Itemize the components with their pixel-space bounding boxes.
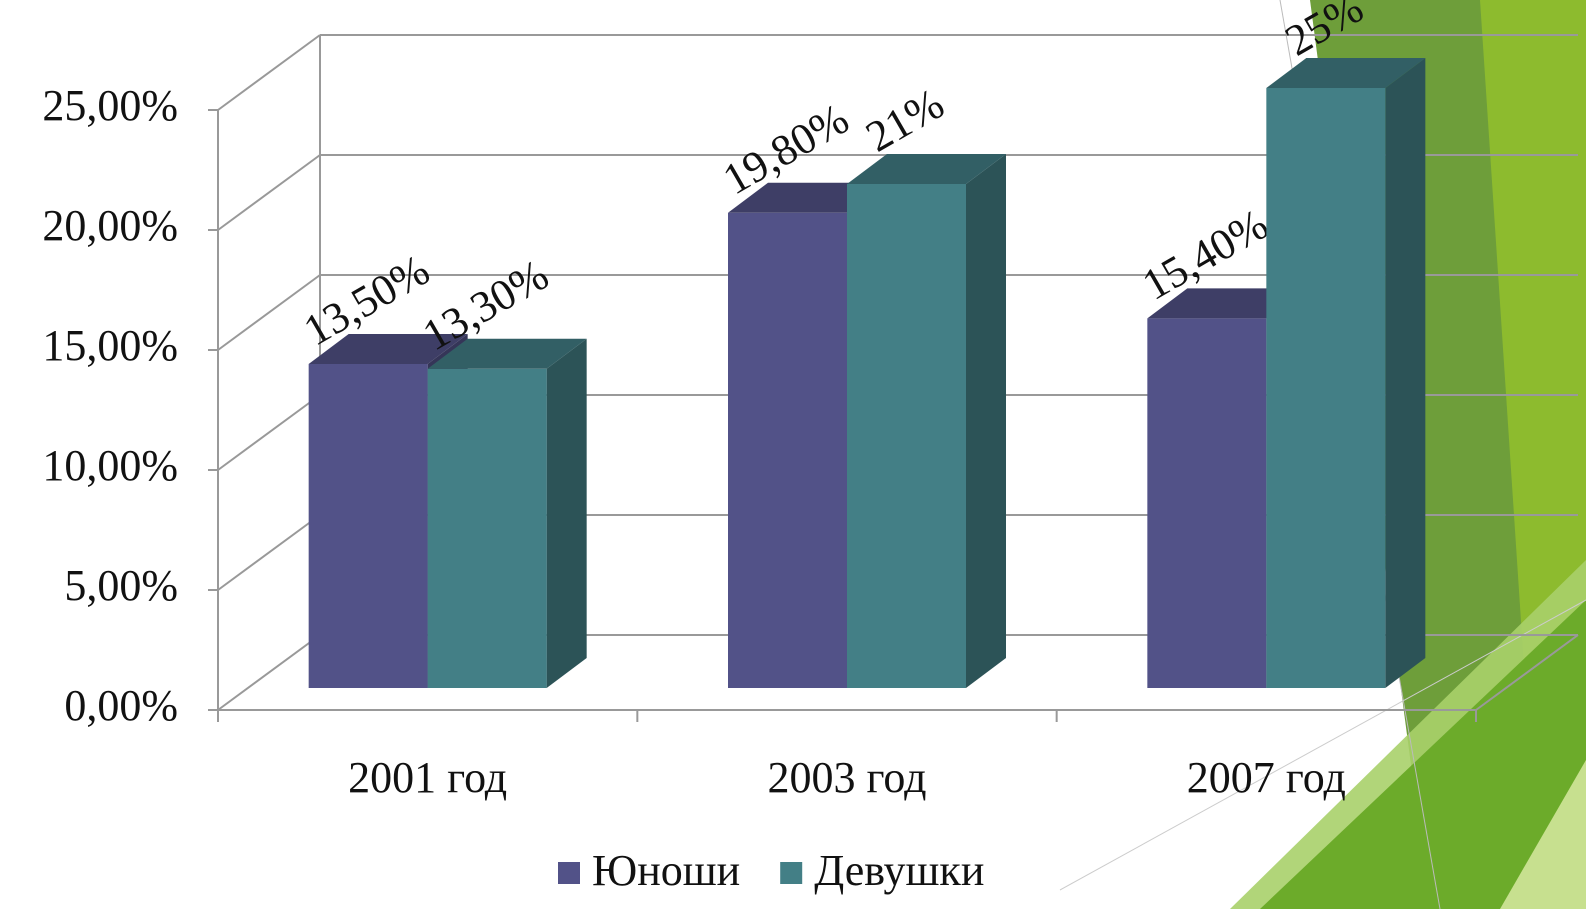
legend-label: Девушки — [814, 846, 984, 895]
y-tick-label: 10,00% — [42, 441, 178, 490]
bar — [847, 184, 966, 688]
bar-side — [546, 338, 587, 688]
legend-swatch — [780, 862, 803, 884]
x-tick-label: 2001 год — [348, 753, 507, 802]
bar-side — [966, 154, 1006, 688]
grid-line — [217, 34, 321, 111]
bar — [1266, 88, 1386, 688]
y-tick-label: 15,00% — [42, 321, 178, 370]
grid-line — [217, 154, 321, 231]
bar-top — [847, 154, 1006, 184]
y-tick-label: 25,00% — [42, 81, 178, 130]
bar-top — [1266, 58, 1426, 88]
bar-side — [1385, 58, 1426, 688]
bar-top — [427, 338, 587, 369]
y-tick-label: 5,00% — [64, 561, 178, 610]
floor-edge — [1475, 634, 1579, 711]
bar-top — [308, 334, 468, 364]
y-tick-label: 0,00% — [64, 681, 178, 730]
bar — [427, 368, 547, 688]
bar — [728, 212, 847, 689]
grid-line — [217, 634, 321, 711]
grid-line — [217, 274, 321, 351]
data-label: 21% — [858, 79, 952, 162]
legend-swatch — [558, 862, 580, 884]
x-tick-label: 2003 год — [767, 753, 926, 802]
bar — [308, 364, 428, 688]
grid-line — [217, 394, 321, 471]
y-tick-label: 20,00% — [42, 201, 178, 250]
bar — [1147, 318, 1267, 688]
x-tick-label: 2007 год — [1187, 753, 1346, 802]
legend-label: Юноши — [592, 846, 740, 895]
grid-line — [217, 514, 321, 591]
